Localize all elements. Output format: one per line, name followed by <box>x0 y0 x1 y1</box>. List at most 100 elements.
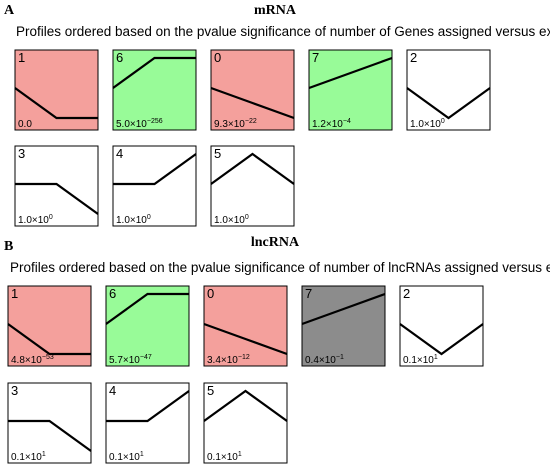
pvalue-exponent: 0 <box>147 214 151 221</box>
profile-line <box>113 153 197 186</box>
profile-line <box>203 322 288 356</box>
profile-pvalue: 1.0×100 <box>116 214 151 226</box>
pvalue-base: 0.1×10 <box>109 452 140 463</box>
panel-letter: B <box>4 239 13 254</box>
profile-background <box>14 145 99 227</box>
profile-background <box>210 49 295 131</box>
pvalue-exponent: 0 <box>441 118 445 125</box>
pvalue-base: 1.0×10 <box>116 215 147 226</box>
profile-id: 5 <box>207 383 214 398</box>
profile-box: 0 9.3×10−22 <box>210 49 295 131</box>
pvalue-base: 5.0×10 <box>116 119 147 130</box>
profile-box: 3 0.1×101 <box>7 382 92 464</box>
profile-id: 4 <box>116 146 123 161</box>
profile-pvalue: 9.3×10−22 <box>214 118 257 130</box>
pvalue-base: 9.3×10 <box>214 119 245 130</box>
pvalue-base: 1.0×10 <box>18 215 49 226</box>
profile-line <box>203 389 288 422</box>
profile-box: 4 1.0×100 <box>112 145 197 227</box>
profile-line <box>7 323 91 356</box>
pvalue-exponent: 1 <box>42 451 46 458</box>
profile-box: 1 4.8×10−53 <box>7 285 92 367</box>
profile-pvalue: 0.1×101 <box>11 451 46 463</box>
profile-line <box>308 56 393 90</box>
profile-id: 7 <box>305 286 312 301</box>
profile-line <box>112 56 196 89</box>
profile-id: 0 <box>207 286 214 301</box>
pvalue-exponent: −1 <box>336 354 344 361</box>
profile-id: 6 <box>109 286 116 301</box>
profile-id: 2 <box>403 286 410 301</box>
profile-id: 1 <box>18 50 25 65</box>
pvalue-exponent: −22 <box>245 118 257 125</box>
profile-id: 1 <box>11 286 18 301</box>
profile-line <box>105 292 189 325</box>
profile-line <box>106 390 190 423</box>
profile-box: 0 3.4×10−12 <box>203 285 288 367</box>
profile-background <box>203 285 288 367</box>
profile-id: 7 <box>312 50 319 65</box>
profile-line <box>399 323 484 356</box>
profile-background <box>105 382 190 464</box>
profile-id: 6 <box>116 50 123 65</box>
profile-id: 3 <box>18 146 25 161</box>
pvalue-base: 4.8×10 <box>11 355 42 366</box>
profile-pvalue: 5.7×10−47 <box>109 354 152 366</box>
profile-background <box>112 145 197 227</box>
profile-line <box>8 419 92 452</box>
pvalue-base: 3.4×10 <box>207 355 238 366</box>
profile-background <box>203 382 288 464</box>
profile-id: 0 <box>214 50 221 65</box>
profile-id: 4 <box>109 383 116 398</box>
pvalue-base: 1.0×10 <box>214 215 245 226</box>
pvalue-base: 5.7×10 <box>109 355 140 366</box>
profile-box: 5 1.0×100 <box>210 145 295 227</box>
pvalue-exponent: −4 <box>343 118 351 125</box>
profile-id: 3 <box>11 383 18 398</box>
profile-pvalue: 0.1×101 <box>207 451 242 463</box>
panel-subtitle: Profiles ordered based on the pvalue sig… <box>16 24 550 39</box>
pvalue-exponent: 1 <box>140 451 144 458</box>
pvalue-exponent: −53 <box>42 354 54 361</box>
pvalue-base: 1.2×10 <box>312 119 343 130</box>
profile-pvalue: 0.0 <box>18 119 32 130</box>
pvalue-base: 0.1×10 <box>207 452 238 463</box>
profile-pvalue: 1.2×10−4 <box>312 118 351 130</box>
profile-id: 2 <box>410 50 417 65</box>
pvalue-base: 0.4×10 <box>305 355 336 366</box>
profile-pvalue: 1.0×100 <box>214 214 249 226</box>
profile-box: 6 5.7×10−47 <box>105 285 190 367</box>
profile-pvalue: 0.4×10−1 <box>305 354 344 366</box>
pvalue-base: 0.1×10 <box>11 452 42 463</box>
profile-pvalue: 0.1×101 <box>109 451 144 463</box>
profile-id: 5 <box>214 146 221 161</box>
pvalue-exponent: −256 <box>147 118 163 125</box>
profile-box: 5 0.1×101 <box>203 382 288 464</box>
panel-title: lncRNA <box>251 235 300 250</box>
profile-line <box>210 86 295 120</box>
profile-box: 4 0.1×101 <box>105 382 190 464</box>
profile-background <box>210 145 295 227</box>
profile-pvalue: 4.8×10−53 <box>11 354 54 366</box>
profile-pvalue: 0.1×101 <box>403 354 438 366</box>
pvalue-exponent: 1 <box>238 451 242 458</box>
profile-background <box>105 285 190 367</box>
profile-pvalue: 5.0×10−256 <box>116 118 163 130</box>
profile-line <box>406 87 491 120</box>
profile-box: 2 1.0×100 <box>406 49 491 131</box>
panel-subtitle: Profiles ordered based on the pvalue sig… <box>10 260 550 275</box>
profile-box: 10.0 <box>14 49 99 131</box>
profile-line <box>14 87 98 120</box>
profile-box: 3 1.0×100 <box>14 145 99 227</box>
panel-title: mRNA <box>254 3 297 18</box>
pvalue-base: 0.0 <box>18 119 32 130</box>
pvalue-base: 0.1×10 <box>403 355 434 366</box>
profile-box: 7 1.2×10−4 <box>308 49 393 131</box>
profile-pvalue: 1.0×100 <box>410 118 445 130</box>
pvalue-base: 1.0×10 <box>410 119 441 130</box>
profile-box: 7 0.4×10−1 <box>301 285 386 367</box>
profile-line <box>210 152 295 185</box>
pvalue-exponent: 1 <box>434 354 438 361</box>
profile-line <box>301 292 386 326</box>
